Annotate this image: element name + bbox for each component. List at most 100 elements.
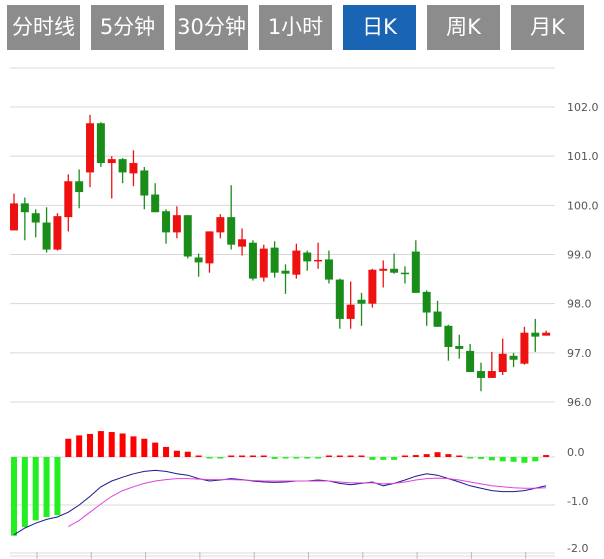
histogram-bar-positive [260, 455, 267, 457]
period-tabs: 分时线 5分钟 30分钟 1小时 日K 周K 月K [0, 0, 604, 52]
candle-body [487, 371, 496, 378]
candle-down [390, 253, 399, 274]
candle-down [140, 166, 149, 210]
tab-intraday[interactable]: 分时线 [7, 5, 80, 50]
tab-30min[interactable]: 30分钟 [175, 5, 248, 50]
candle-body [368, 269, 377, 304]
candle-down [42, 207, 51, 253]
dif-line [13, 469, 547, 536]
candle-up [314, 242, 323, 269]
candle-down [400, 266, 409, 284]
dea-line [68, 477, 547, 528]
macd-tick-label: -1.0 [567, 495, 588, 508]
price-tick-label: 100.0 [567, 199, 599, 212]
histogram-bar-negative [217, 457, 224, 459]
candle-up [172, 206, 181, 239]
candle-body [31, 213, 40, 223]
histogram-bar-positive [543, 455, 550, 457]
price-tick-label: 102.0 [567, 101, 599, 114]
price-tick-label: 101.0 [567, 150, 599, 163]
candle-down [476, 362, 485, 392]
candle-down [270, 241, 279, 278]
histogram-bar-negative [510, 457, 517, 462]
candle-up [379, 260, 388, 288]
histogram-bar-negative [11, 457, 17, 536]
candle-down [303, 250, 312, 271]
histogram-bar-positive [434, 452, 441, 457]
histogram-bar-positive [325, 455, 332, 457]
histogram-bar-positive [239, 455, 246, 457]
candle-body [10, 203, 18, 231]
candle-up [542, 330, 551, 336]
candle-body [162, 211, 171, 233]
candle-body [107, 159, 116, 164]
candle-body [466, 350, 475, 373]
candle-down [335, 278, 344, 329]
candle-body [96, 123, 105, 164]
candle-body [183, 215, 192, 257]
histogram-bar-negative [282, 457, 289, 459]
histogram-bar-negative [54, 457, 61, 516]
candle-up [64, 174, 73, 232]
histogram-bar-positive [423, 454, 430, 457]
candle-down [466, 343, 475, 373]
candle-down [96, 122, 105, 167]
candle-up [129, 150, 138, 187]
tab-5min[interactable]: 5分钟 [91, 5, 164, 50]
histogram-bar-negative [380, 457, 387, 460]
histogram-bar-negative [315, 457, 322, 459]
tab-1hour[interactable]: 1小时 [259, 5, 332, 50]
candle-body [335, 279, 344, 319]
candle-body [400, 272, 409, 275]
price-tick-label: 98.0 [567, 298, 592, 311]
candle-body [238, 239, 247, 247]
candle-down [324, 250, 333, 284]
tab-monthly-k[interactable]: 月K [511, 5, 584, 50]
histogram-bar-positive [119, 433, 126, 457]
candle-up [216, 214, 225, 239]
macd-grid: 0.0 -1.0 -2.0 [10, 446, 588, 559]
candle-up [498, 338, 507, 375]
histogram-bar-negative [21, 457, 28, 528]
histogram-bar-positive [358, 455, 365, 457]
candle-down [411, 240, 420, 293]
macd-histogram [11, 431, 550, 536]
candle-down [531, 318, 540, 352]
candle-body [379, 268, 388, 271]
candle-down [227, 185, 236, 250]
candle-up [238, 228, 247, 256]
candle-body [259, 248, 268, 278]
histogram-bar-negative [369, 457, 376, 460]
candle-up [368, 268, 377, 308]
candle-down [162, 209, 171, 244]
histogram-bar-positive [173, 450, 180, 457]
tab-daily-k[interactable]: 日K [343, 5, 416, 50]
candle-down [422, 290, 431, 326]
histogram-bar-positive [347, 455, 354, 457]
candle-up [292, 243, 301, 279]
candle-down [281, 264, 290, 294]
price-tick-label: 96.0 [567, 396, 592, 409]
candle-body [118, 159, 127, 173]
histogram-bar-positive [76, 435, 83, 457]
candle-down [357, 292, 366, 326]
candle-up [205, 231, 214, 273]
macd-lines [13, 469, 547, 536]
candle-body [216, 217, 225, 233]
candle-body [270, 247, 279, 273]
histogram-bar-negative [467, 457, 474, 459]
candle-body [151, 194, 160, 213]
histogram-bar-positive [445, 454, 452, 457]
histogram-bar-negative [271, 457, 278, 459]
candlesticks [10, 114, 551, 392]
tab-weekly-k[interactable]: 周K [427, 5, 500, 50]
histogram-bar-positive [108, 432, 115, 457]
candle-down [183, 215, 192, 259]
candle-body [75, 181, 84, 193]
price-tick-label: 97.0 [567, 347, 592, 360]
candle-down [455, 334, 464, 359]
candle-down [151, 183, 160, 213]
histogram-bar-positive [65, 438, 72, 457]
candle-body [422, 291, 431, 313]
